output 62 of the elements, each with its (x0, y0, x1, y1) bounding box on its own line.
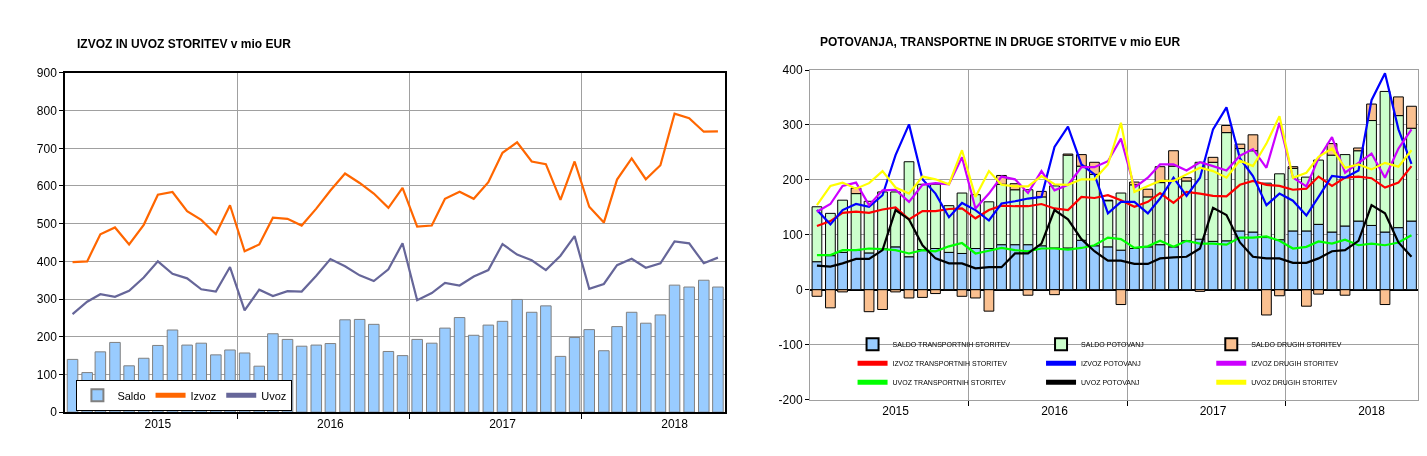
bar (583, 329, 596, 413)
bar (712, 286, 724, 413)
line-series (815, 234, 1413, 257)
bar (382, 350, 395, 413)
y-tick-label: 0 (50, 405, 58, 420)
y-tick-label: 200 (36, 329, 58, 344)
y-tick-label: 700 (36, 141, 58, 156)
legend-label: Izvoz (190, 389, 217, 402)
bar (525, 311, 538, 413)
bar (554, 355, 567, 413)
y-tick-label: 500 (36, 216, 58, 231)
chart-title: IZVOZ IN UVOZ STORITEV v mio EUR (77, 37, 292, 51)
bar (368, 323, 380, 413)
bar (339, 319, 351, 413)
x-tick-label: 2018 (661, 417, 689, 432)
bar (640, 322, 652, 413)
line-series (815, 165, 1413, 228)
bar (568, 337, 581, 413)
bar (625, 311, 638, 413)
x-tick-label: 2016 (1041, 403, 1069, 418)
x-tick-label: 2015 (144, 417, 172, 432)
y-tick-label: 600 (36, 179, 58, 194)
legend-label: Uvoz (261, 389, 287, 402)
x-tick-label: 2017 (1199, 403, 1227, 418)
bar (1049, 247, 1060, 291)
bar (698, 279, 710, 413)
y-tick-label: 0 (795, 282, 803, 297)
y-tick-label: 200 (782, 173, 803, 188)
y-tick-label: 800 (36, 103, 58, 118)
bar (411, 338, 423, 413)
y-tick-label: 100 (36, 367, 58, 382)
y-tick-label: 400 (36, 254, 58, 269)
bar (496, 320, 509, 413)
y-tick-label: 400 (782, 63, 803, 78)
y-tick-label: 300 (36, 292, 58, 307)
bar (295, 345, 308, 413)
bar (654, 314, 667, 413)
x-tick-label: 2018 (1358, 403, 1386, 418)
x-tick-label: 2015 (882, 403, 910, 418)
bar (683, 286, 695, 413)
bar (668, 284, 681, 413)
y-tick-label: 300 (782, 118, 803, 133)
x-tick-label: 2016 (317, 417, 345, 432)
chart-title: POTOVANJA, TRANSPORTNE IN DRUGE STORITVE v mio EUR (820, 35, 1181, 49)
line-series (71, 235, 720, 316)
bar (482, 324, 495, 413)
line-series (815, 72, 1413, 226)
bar (396, 355, 409, 413)
y-tick-label: -200 (778, 392, 803, 407)
bar (453, 317, 466, 413)
y-tick-label: -100 (778, 337, 803, 352)
y-tick-label: 900 (36, 66, 58, 81)
bar (467, 334, 480, 413)
x-tick-label: 2017 (489, 417, 517, 432)
bar (540, 305, 552, 413)
bar (310, 344, 323, 413)
legend-label: Saldo (117, 389, 146, 402)
y-tick-label: 100 (782, 227, 803, 242)
bar (353, 318, 366, 413)
line-series (71, 112, 720, 264)
bar (324, 343, 337, 413)
bar (511, 298, 523, 413)
